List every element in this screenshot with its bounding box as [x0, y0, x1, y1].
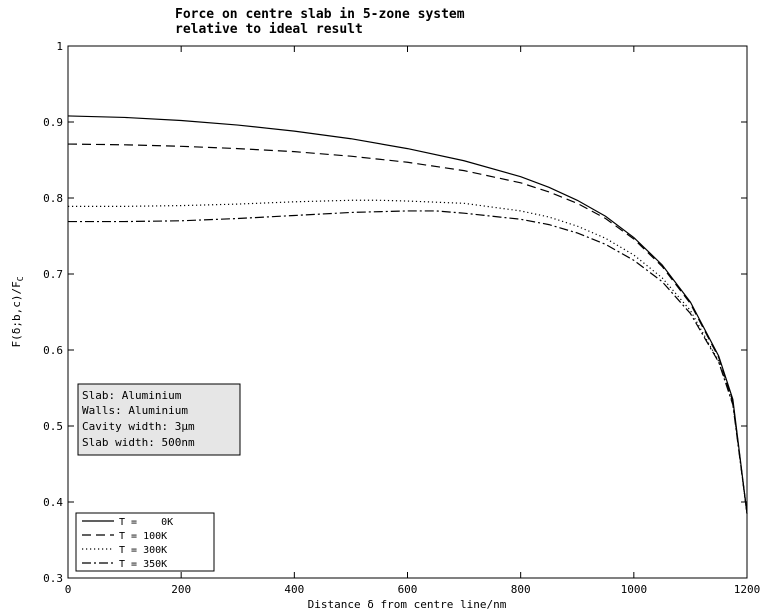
parameter-walls: Walls: Aluminium [82, 404, 188, 417]
y-axis-label: F(δ;b,c)/FC [10, 276, 25, 347]
legend-frame [75, 512, 215, 572]
x-tick-label: 0 [65, 583, 72, 596]
y-tick-label: 0.4 [43, 496, 63, 509]
series-line-1 [67, 143, 748, 514]
series-lines [67, 115, 748, 514]
x-tick-label: 1200 [734, 583, 761, 596]
parameters-box-frame [77, 383, 241, 456]
y-axis-label-main: F(δ;b,c)/F [10, 281, 23, 347]
y-tick-label: 1 [56, 40, 63, 53]
legend-label-1: T = 100K [119, 531, 167, 542]
legend-label-3: T = 350K [119, 559, 167, 570]
chart-title-line-1: Force on centre slab in 5-zone system [175, 7, 465, 22]
x-axis-label: Distance δ from centre line/nm [308, 598, 507, 611]
legend-label-0: T = 0K [119, 517, 173, 528]
series-line-3 [68, 210, 748, 514]
x-tick-label: 1000 [621, 583, 648, 596]
x-tick-label: 400 [284, 583, 304, 596]
series-line-0 [67, 115, 748, 514]
y-axis-label-group: F(δ;b,c)/FC [10, 276, 25, 347]
y-axis-ticks: 0.3 0.4 0.5 0.6 0.7 0.8 0.9 1 [43, 40, 747, 585]
x-tick-label: 800 [511, 583, 531, 596]
y-tick-label: 0.3 [43, 572, 63, 585]
legend-label-2: T = 300K [119, 545, 167, 556]
legend: T = 0K T = 100K T = 300K T = 350K [75, 512, 215, 572]
y-tick-label: 0.6 [43, 344, 63, 357]
series-line-2 [68, 199, 748, 514]
plot-area-frame [67, 45, 748, 579]
y-tick-label: 0.5 [43, 420, 63, 433]
parameter-slab-width: Slab width: 500nm [82, 436, 195, 449]
parameter-slab: Slab: Aluminium [82, 389, 182, 402]
parameter-cavity-width: Cavity width: 3μm [82, 420, 195, 433]
x-tick-label: 600 [398, 583, 418, 596]
parameters-box: Slab: Aluminium Walls: Aluminium Cavity … [77, 383, 241, 456]
y-tick-label: 0.8 [43, 192, 63, 205]
x-tick-label: 200 [171, 583, 191, 596]
y-tick-label: 0.9 [43, 116, 63, 129]
chart-title-line-2: relative to ideal result [175, 22, 363, 37]
y-axis-label-subscript: C [16, 276, 25, 281]
x-axis-ticks: 0 200 400 600 800 1000 1200 [65, 46, 761, 596]
y-tick-label: 0.7 [43, 268, 63, 281]
